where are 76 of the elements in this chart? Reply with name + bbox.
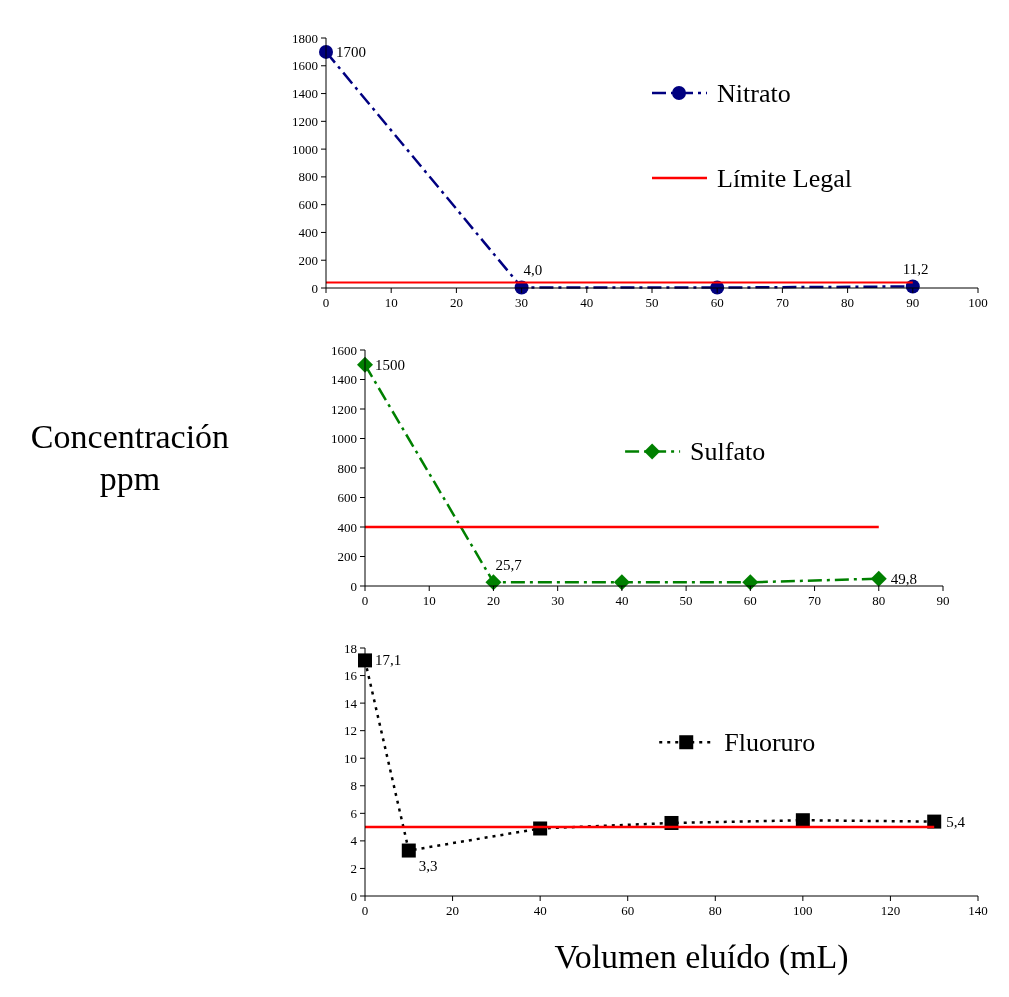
x-tick-label: 60	[743, 593, 757, 608]
data-label: 17,1	[375, 652, 402, 669]
data-label: 49,8	[890, 570, 918, 587]
point	[927, 814, 942, 829]
x-axis-title: Volumen eluído (mL)	[554, 938, 849, 976]
x-tick-label: 40	[580, 295, 594, 310]
y-tick-label: 0	[350, 888, 357, 904]
x-tick-label: 30	[551, 593, 565, 608]
data-label: 4,0	[523, 262, 543, 279]
data-label: 11,2	[902, 261, 929, 278]
point	[870, 570, 887, 587]
y-tick-label: 8	[350, 778, 357, 794]
x-tick-label: 20	[486, 593, 500, 608]
x-tick-label: 50	[679, 593, 693, 608]
y-tick-label: 1600	[292, 58, 318, 74]
data-label: 1500	[375, 356, 405, 373]
y-tick-label: 18	[344, 640, 357, 656]
x-tick-label: 80	[841, 295, 855, 310]
y-tick-label: 4	[350, 833, 358, 849]
legend-label: Nitrato	[717, 79, 791, 108]
y-tick-label: 800	[298, 169, 318, 185]
y-tick-label: 600	[298, 197, 318, 213]
x-tick-label: 0	[361, 593, 369, 608]
legend-label: Límite Legal	[717, 164, 853, 193]
x-tick-label: 40	[615, 593, 629, 608]
x-tick-label: 10	[422, 593, 436, 608]
y-tick-label: 1800	[292, 30, 318, 46]
x-tick-label: 80	[872, 593, 886, 608]
x-tick-label: 70	[808, 593, 822, 608]
x-tick-label: 40	[533, 903, 547, 918]
x-tick-label: 70	[775, 295, 789, 310]
y-tick-label: 6	[350, 805, 358, 821]
point	[401, 843, 416, 858]
point	[795, 813, 810, 828]
y-tick-label: 0	[311, 280, 318, 296]
y-tick-label: 800	[337, 460, 357, 476]
y-tick-label: 1400	[331, 372, 357, 387]
x-tick-label: 0	[361, 903, 369, 918]
y-tick-label: 400	[337, 519, 357, 535]
y-tick-label: 1200	[292, 113, 318, 129]
y-tick-label: 1000	[292, 141, 318, 157]
y-axis-title: Concentración ppm	[30, 418, 230, 497]
x-tick-label: 50	[645, 295, 659, 310]
x-tick-label: 60	[621, 903, 635, 918]
x-tick-label: 100	[793, 903, 813, 918]
y-tick-label: 2	[350, 860, 357, 876]
y-tick-label: 1400	[292, 86, 318, 102]
data-label: 25,7	[495, 557, 523, 574]
legend-label: Sulfato	[690, 437, 766, 467]
y-tick-label: 12	[344, 723, 357, 739]
y-tick-label: 1600	[331, 342, 357, 358]
y-tick-label: 200	[337, 549, 357, 564]
y-tick-label: 400	[298, 224, 318, 240]
y-tick-label: 1200	[331, 401, 357, 417]
y-tick-label: 200	[298, 252, 318, 268]
y-tick-label: 10	[344, 750, 357, 766]
x-tick-label: 90	[906, 295, 920, 310]
x-tick-label: 10	[384, 295, 398, 310]
x-tick-label: 20	[449, 295, 463, 310]
x-tick-label: 100	[968, 295, 988, 310]
y-tick-label: 0	[350, 578, 357, 594]
data-label: 3,3	[418, 857, 438, 874]
x-tick-label: 20	[446, 903, 460, 918]
x-tick-label: 30	[515, 295, 529, 310]
y-tick-label: 14	[344, 695, 358, 711]
data-label: 5,4	[946, 813, 966, 830]
x-tick-label: 60	[710, 295, 724, 310]
x-tick-label: 120	[880, 903, 901, 918]
x-tick-label: 80	[708, 903, 722, 918]
data-label: 1700	[336, 43, 366, 60]
y-tick-label: 16	[344, 668, 358, 684]
y-tick-label: 600	[337, 490, 357, 505]
y-tick-label: 1000	[331, 431, 357, 446]
x-tick-label: 140	[968, 903, 988, 918]
legend-label: Fluoruro	[724, 728, 816, 758]
x-tick-label: 90	[936, 593, 950, 608]
